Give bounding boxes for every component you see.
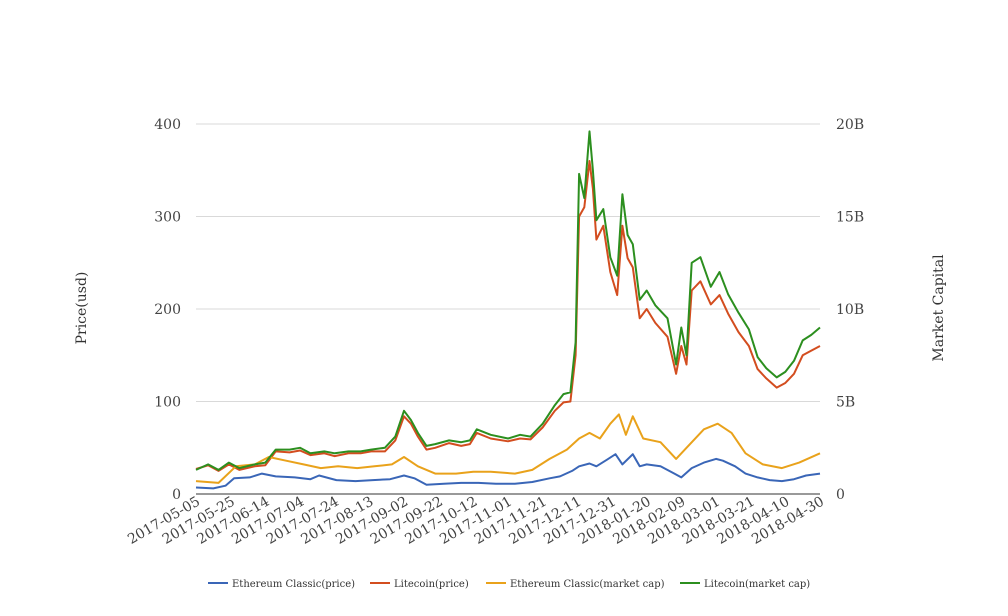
x-axis-ticks: 2017-05-052017-05-252017-06-142017-07-04… [125,494,827,548]
series-line-ethereum-classic-price [195,453,821,490]
left-tick-label: 0 [172,487,181,503]
legend-item-litecoin-market-cap: Litecoin(market cap) [680,579,810,590]
legend-item-ethereum-classic-price: Ethereum Classic(price) [208,579,355,590]
right-axis-ticks: 0 5B 10B 15B 20B [836,117,864,503]
legend: Ethereum Classic(price) Litecoin(price) Et… [208,579,810,590]
left-tick-label: 200 [154,302,181,318]
left-tick-label: 100 [154,395,181,411]
legend-item-litecoin-price: Litecoin(price) [370,579,469,590]
right-tick-label: 20B [836,117,864,133]
series-lines [195,130,821,490]
legend-label: Ethereum Classic(price) [232,579,355,590]
legend-item-ethereum-classic-market-cap: Ethereum Classic(market cap) [486,579,665,590]
grid-lines [196,123,820,495]
right-tick-label: 0 [836,487,845,503]
right-axis-title: Market Capital [931,254,947,362]
legend-label: Ethereum Classic(market cap) [510,579,665,590]
series-line-litecoin-market-cap [195,130,821,471]
series-line-litecoin-price [195,160,821,472]
left-axis-ticks: 0 100 200 300 400 [154,117,181,503]
left-tick-label: 300 [154,210,181,226]
legend-label: Litecoin(market cap) [704,579,810,590]
right-tick-label: 5B [836,395,855,411]
right-tick-label: 15B [836,210,864,226]
left-tick-label: 400 [154,117,181,133]
legend-label: Litecoin(price) [394,579,469,590]
right-tick-label: 10B [836,302,864,318]
series-line-ethereum-classic-market-cap [195,413,821,484]
left-axis-title: Price(usd) [74,272,90,345]
